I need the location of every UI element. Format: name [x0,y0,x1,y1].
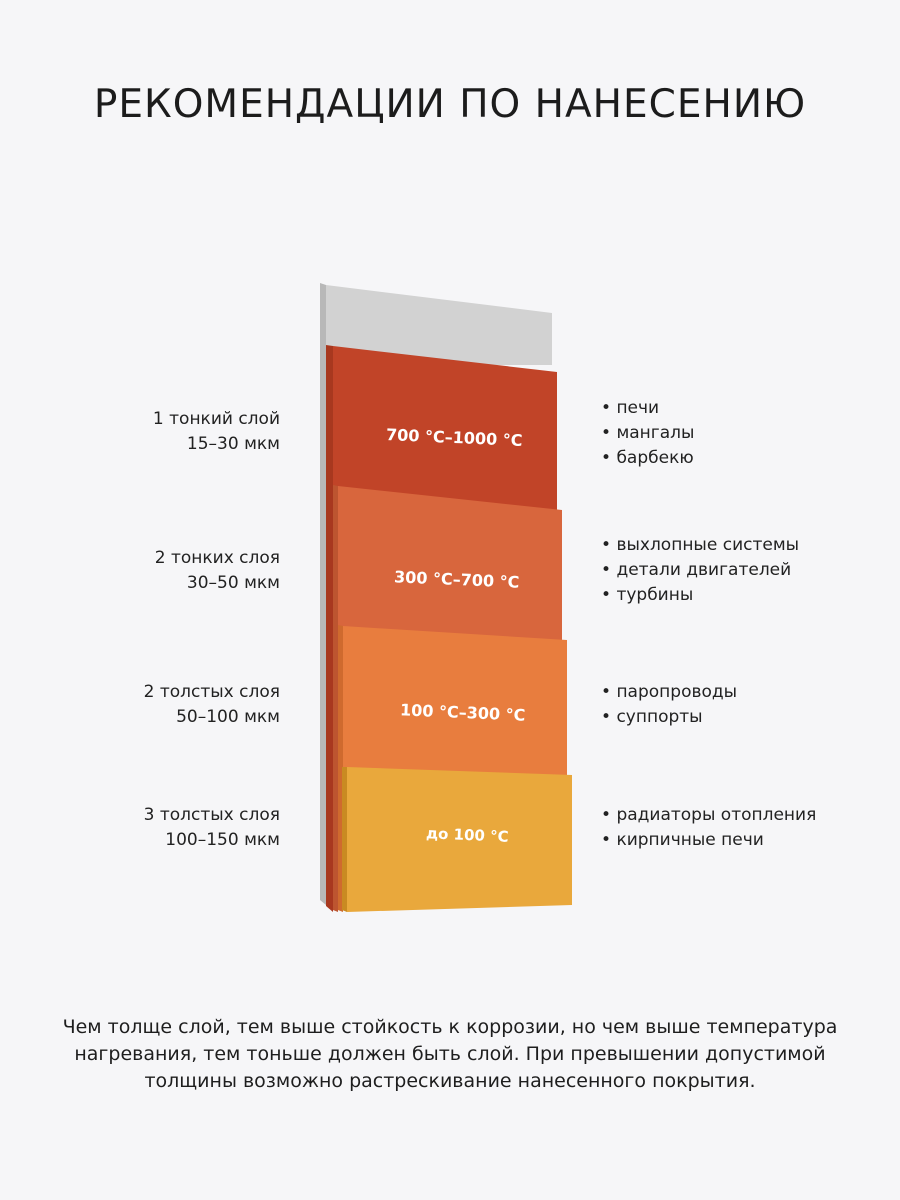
coats: 3 толстых слоя [143,805,280,825]
layer-3-coating-label: 2 толстых слоя 50–100 мкм [144,680,280,730]
footer-note: Чем толще слой, тем выше стойкость к кор… [62,1016,838,1092]
layer-3-uses: паропроводы суппорты [601,680,737,730]
layer-1-coating-label: 1 тонкий слой 15–30 мкм [153,407,280,457]
thickness: 50–100 мкм [176,707,280,727]
use-item: радиаторы отопления [601,803,816,828]
use-item: барбекю [601,446,694,471]
layer-2 [338,486,562,650]
layer-4-coating-label: 3 толстых слоя 100–150 мкм [144,803,280,853]
page-title: РЕКОМЕНДАЦИИ ПО НАНЕСЕНИЮ [93,82,807,127]
use-item: детали двигателей [601,558,799,583]
use-item: мангалы [601,421,694,446]
coats: 2 толстых слоя [143,682,280,702]
layer-3 [343,626,567,780]
layer-4-uses: радиаторы отопления кирпичные печи [601,803,816,853]
layer-2-coating-label: 2 тонких слоя 30–50 мкм [155,546,280,596]
thickness: 30–50 мкм [186,573,280,593]
use-item: суппорты [601,705,737,730]
use-item: печи [601,396,694,421]
base-surface [326,285,552,365]
layer-4 [347,767,572,912]
coats: 2 тонких слоя [154,548,280,568]
coats: 1 тонкий слой [152,409,280,429]
layer-2-side [333,485,338,912]
base-surface-side [320,283,326,905]
use-item: кирпичные печи [601,828,816,853]
use-item: выхлопные системы [601,533,799,558]
layer-1-side [326,345,333,912]
thickness: 15–30 мкм [186,434,280,454]
use-item: турбины [601,583,799,608]
layer-3-side [338,625,343,912]
thickness: 100–150 мкм [165,830,280,850]
layer-1-uses: печи мангалы барбекю [601,396,694,471]
layer-4-temperature: до 100 °C [425,824,510,846]
layer-1 [333,346,557,520]
use-item: паропроводы [601,680,737,705]
layer-4-side [342,767,347,912]
layer-2-uses: выхлопные системы детали двигателей турб… [601,533,799,608]
